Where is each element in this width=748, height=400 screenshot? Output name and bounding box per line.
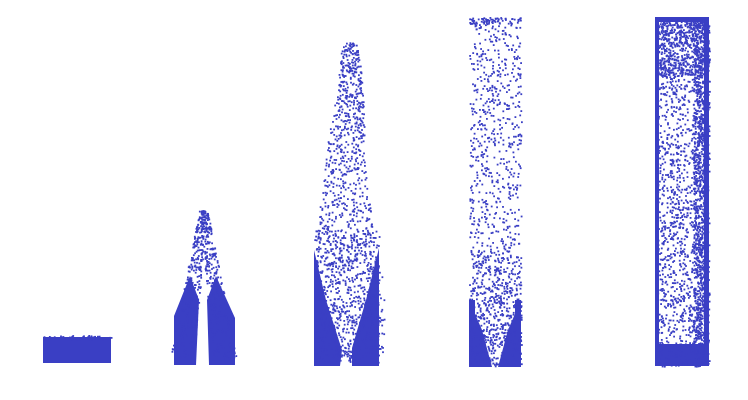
lower-spray [314, 230, 381, 362]
snapshot-3-mid-fountain [314, 42, 386, 366]
lower-spray [469, 250, 523, 367]
dense-leg-right [207, 276, 235, 365]
snapshot-4-tall-fountain [469, 17, 523, 368]
snapshot-2-small-fountain [171, 210, 238, 365]
column-particles [655, 17, 711, 368]
fountain-spray [314, 42, 386, 364]
column-wall-right [704, 17, 709, 366]
dense-base-right [498, 300, 521, 367]
fountain-spray [171, 210, 238, 362]
column-wall-left [655, 17, 659, 366]
bed-surface-particles [43, 335, 113, 341]
snapshot-5-full-column [655, 17, 711, 368]
particle-bed [43, 337, 111, 363]
snapshot-1-settled-bed [43, 335, 113, 363]
upper-dense-particles [655, 17, 711, 79]
